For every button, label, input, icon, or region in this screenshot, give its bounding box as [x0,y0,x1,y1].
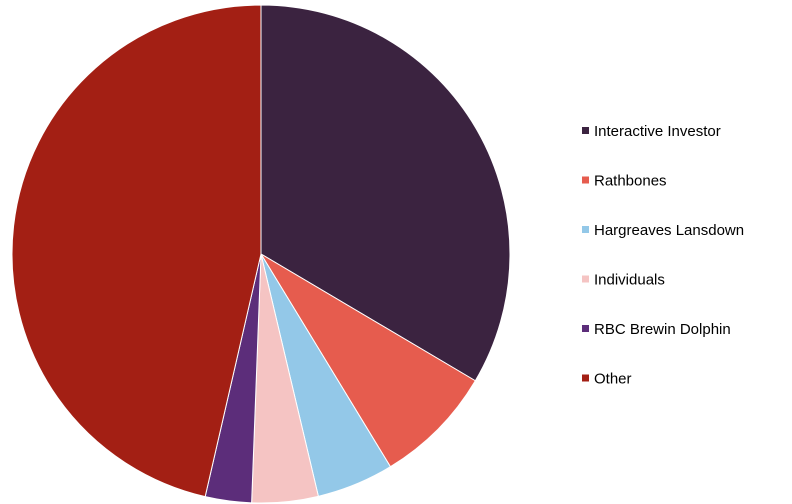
pie-slice-interactive-investor [260,4,511,382]
pie-slice-other [11,4,262,498]
legend-label: Interactive Investor [594,123,721,140]
legend-label: RBC Brewin Dolphin [594,321,731,338]
legend-label: Individuals [594,272,665,289]
legend-swatch [582,275,589,283]
legend-swatch [582,226,589,233]
legend-swatch [582,176,589,184]
pie-slice-rathbones [260,253,477,468]
legend-swatch [582,374,589,382]
legend-swatch [582,325,589,332]
legend-label: Other [594,371,632,388]
legend-label: Hargreaves Lansdown [594,222,744,239]
legend: Interactive Investor Rathbones Hargreaves … [582,123,744,388]
pie-slices [11,4,511,504]
legend-swatch [582,127,589,134]
legend-label: Rathbones [594,173,667,190]
